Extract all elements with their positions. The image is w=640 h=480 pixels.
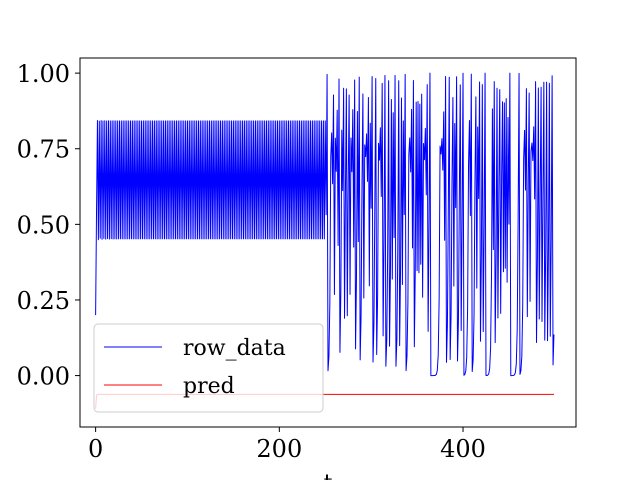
- x-axis-label: t: [324, 471, 333, 480]
- y-tick-label: 0.25: [17, 287, 70, 315]
- y-axis: 0.00 0.25 0.50 0.75 1.00: [17, 60, 80, 391]
- legend-frame: [93, 323, 324, 413]
- y-tick-label: 0.50: [17, 211, 70, 239]
- axes-frame: [79, 57, 577, 428]
- legend: row_data pred: [93, 323, 324, 413]
- x-tick-label: 400: [440, 435, 486, 463]
- x-axis: 0 200 400: [88, 427, 486, 463]
- legend-label-pred: pred: [183, 374, 235, 399]
- x-tick-label: 0: [88, 435, 103, 463]
- legend-label-row-data: row_data: [183, 336, 286, 361]
- y-tick-label: 1.00: [17, 60, 70, 88]
- y-tick-label: 0.75: [17, 136, 70, 164]
- series-line-row-data: [95, 72, 555, 377]
- x-tick-label: 200: [256, 435, 302, 463]
- y-tick-label: 0.00: [17, 363, 70, 391]
